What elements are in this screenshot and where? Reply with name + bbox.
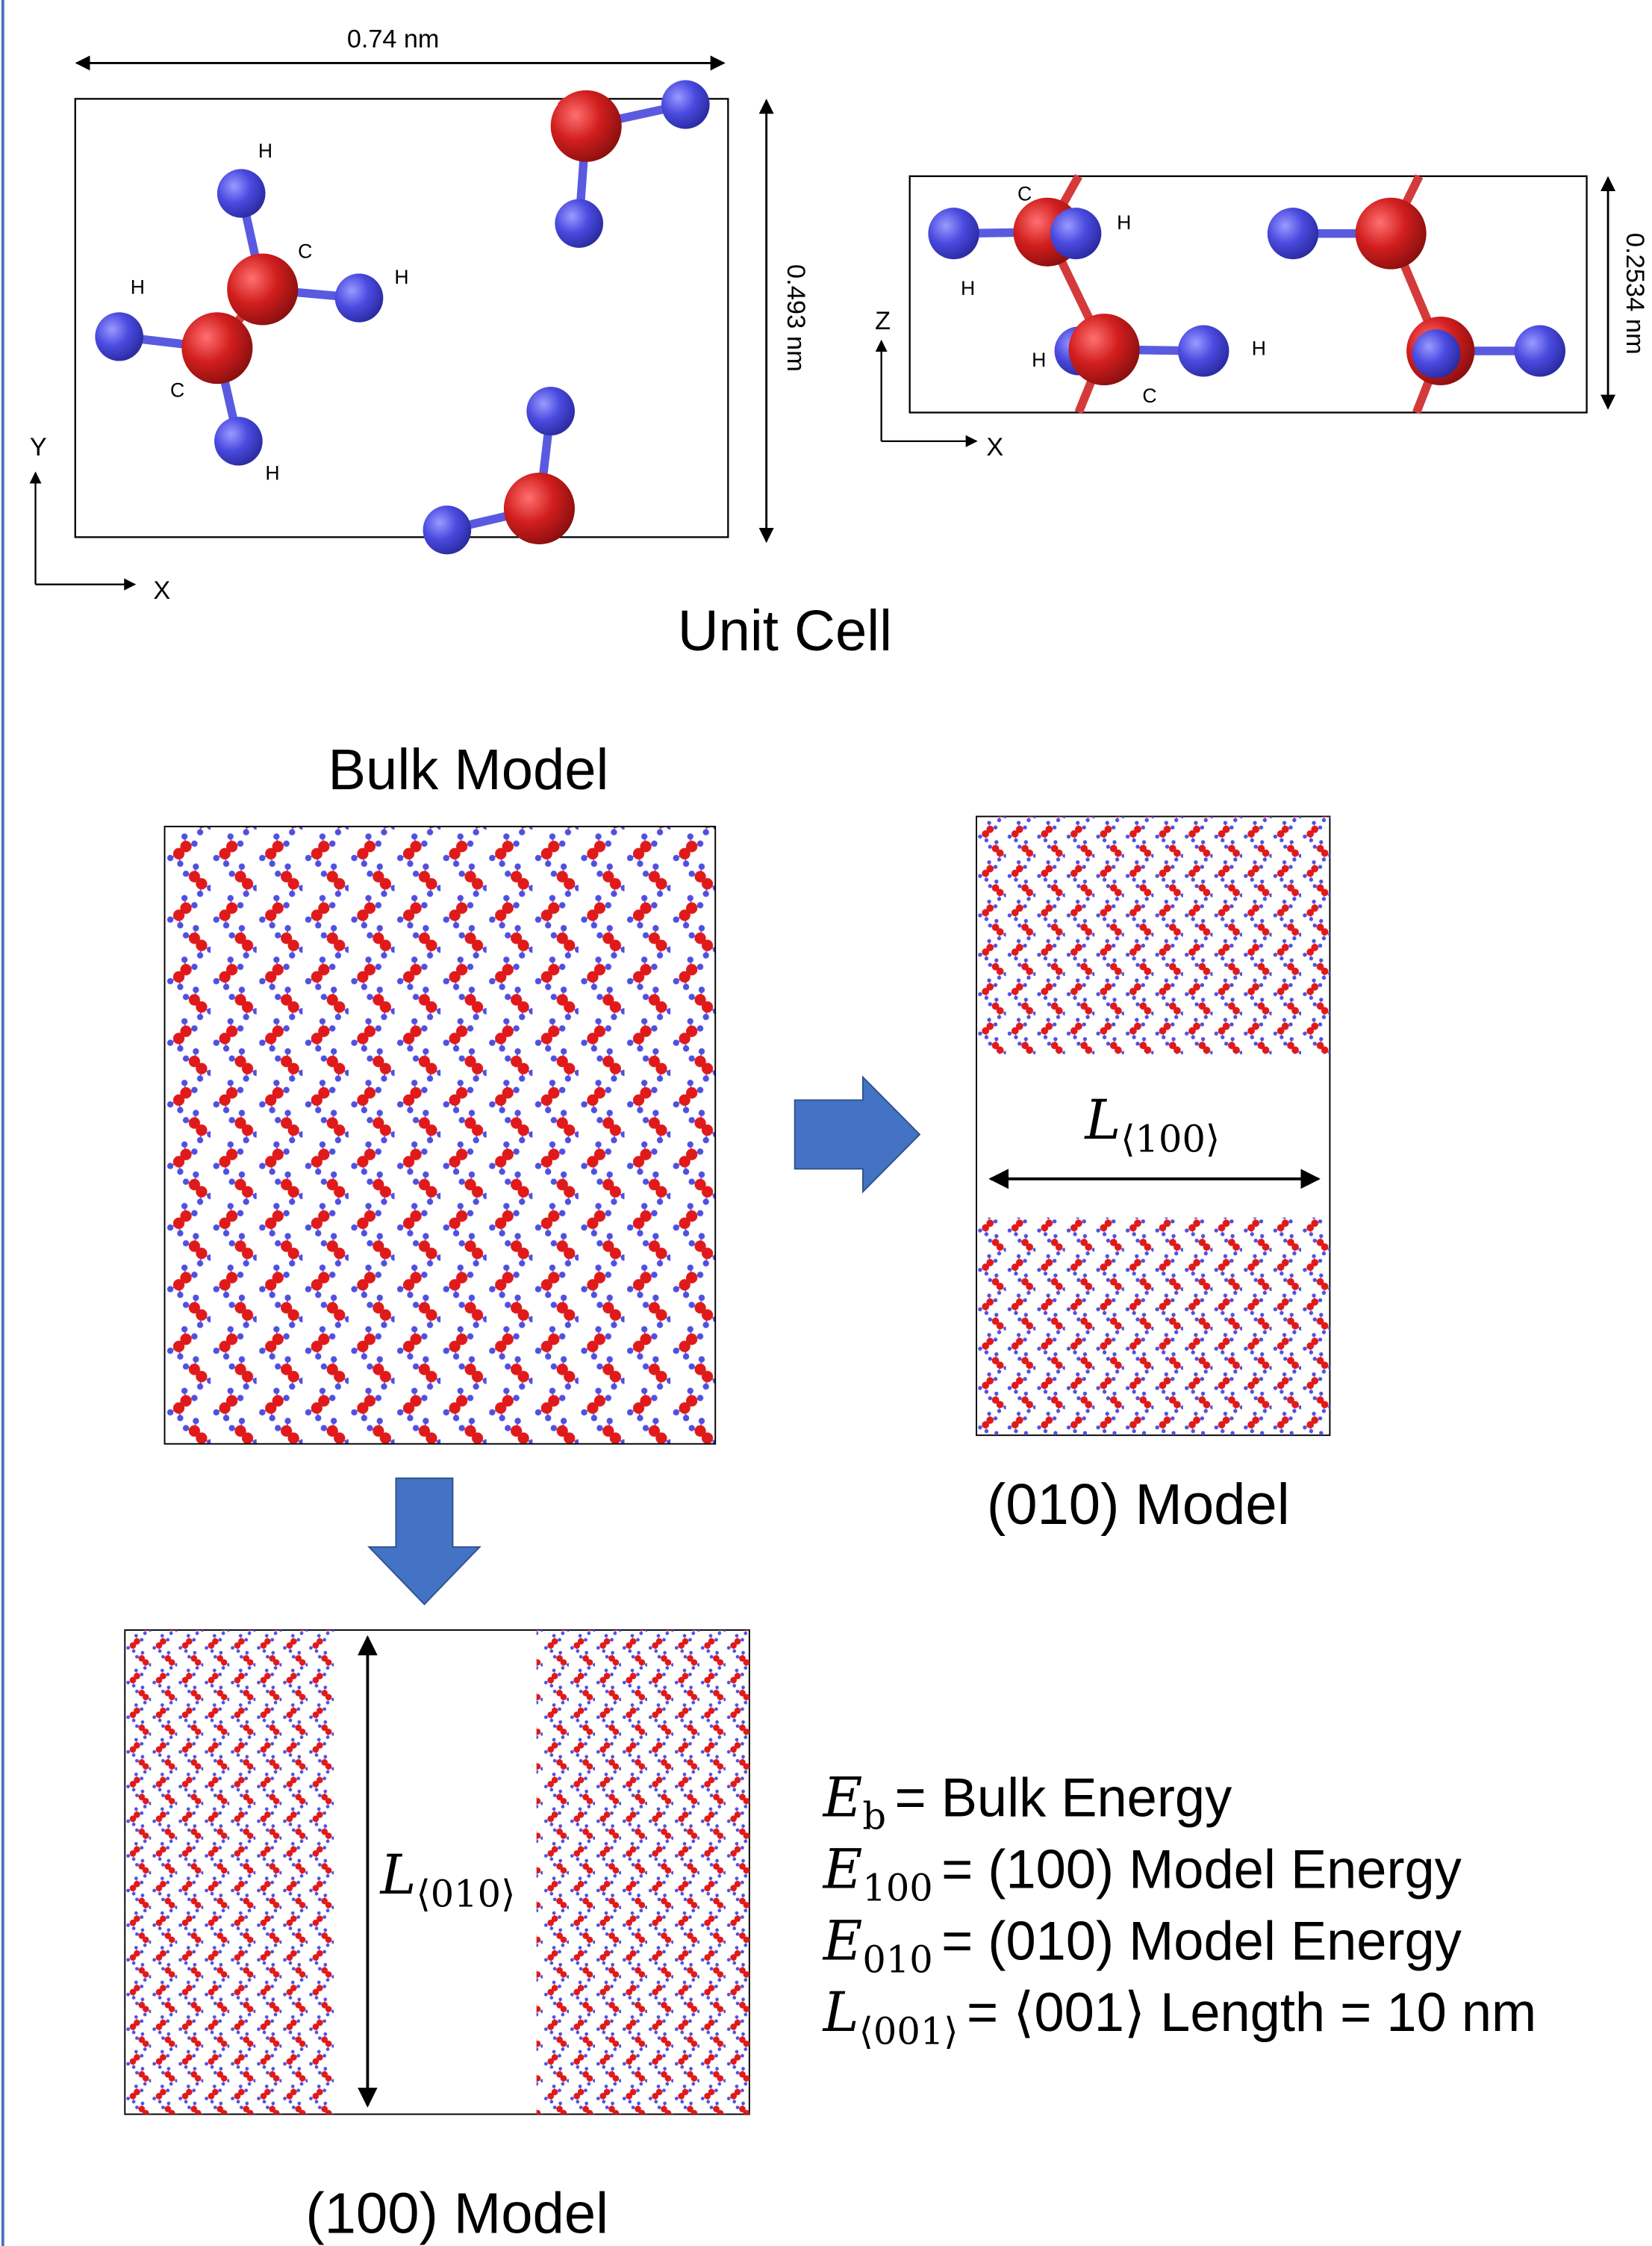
height-label: 0.2534 nm <box>1621 233 1649 355</box>
subscript: ⟨001⟩ <box>859 2009 959 2053</box>
atom-label: C <box>170 379 184 401</box>
slab-lattice <box>976 816 1330 1054</box>
slab-lattice <box>976 1218 1330 1436</box>
atom-label: C <box>1142 385 1156 407</box>
symbol: L <box>822 1982 859 2044</box>
atom-label: C <box>298 240 312 262</box>
atom-label: H <box>1032 349 1046 371</box>
atom-label: H <box>131 276 145 298</box>
atom-label: C <box>1017 182 1032 205</box>
atom-label: H <box>394 266 408 288</box>
symbol: L <box>379 1844 417 1907</box>
equation-text: = ⟨001⟩ Length = 10 nm <box>967 1982 1536 2043</box>
atom-label: H <box>265 462 279 485</box>
atom-label: H <box>961 277 975 299</box>
subscript: 010 <box>862 1938 932 1981</box>
symbol: E <box>822 1838 863 1901</box>
subscript: ⟨010⟩ <box>416 1872 515 1915</box>
subscript: b <box>862 1795 886 1838</box>
height-label: 0.493 nm <box>782 264 810 372</box>
atom-label: H <box>258 140 272 162</box>
axis-label: Y <box>30 433 47 461</box>
equation-text: = Bulk Energy <box>894 1767 1232 1828</box>
model-title: (010) Model <box>987 1473 1290 1537</box>
slab-lattice <box>125 1630 334 2114</box>
subscript: 100 <box>862 1866 932 1909</box>
bulk-lattice <box>165 827 716 1444</box>
axis-label: X <box>986 433 1003 461</box>
section-title: Unit Cell <box>678 600 892 663</box>
slab-lattice <box>537 1630 749 2114</box>
symbol: L <box>1083 1089 1120 1152</box>
subscript: ⟨100⟩ <box>1120 1117 1220 1160</box>
model-title: (100) Model <box>305 2182 608 2245</box>
equation-text: = (010) Model Energy <box>941 1911 1462 1971</box>
atom-label: H <box>1117 211 1131 234</box>
atom-label: H <box>1252 337 1266 360</box>
axis-label: X <box>153 576 170 605</box>
axis-label: Z <box>875 307 891 335</box>
width-label: 0.74 nm <box>347 25 440 53</box>
figure: 0.74 nm 0.493 nm H C H H C H <box>0 0 1652 2246</box>
equation-text: = (100) Model Energy <box>941 1839 1462 1900</box>
model-title: Bulk Model <box>328 738 608 802</box>
symbol: E <box>822 1767 863 1829</box>
symbol: E <box>822 1910 863 1973</box>
